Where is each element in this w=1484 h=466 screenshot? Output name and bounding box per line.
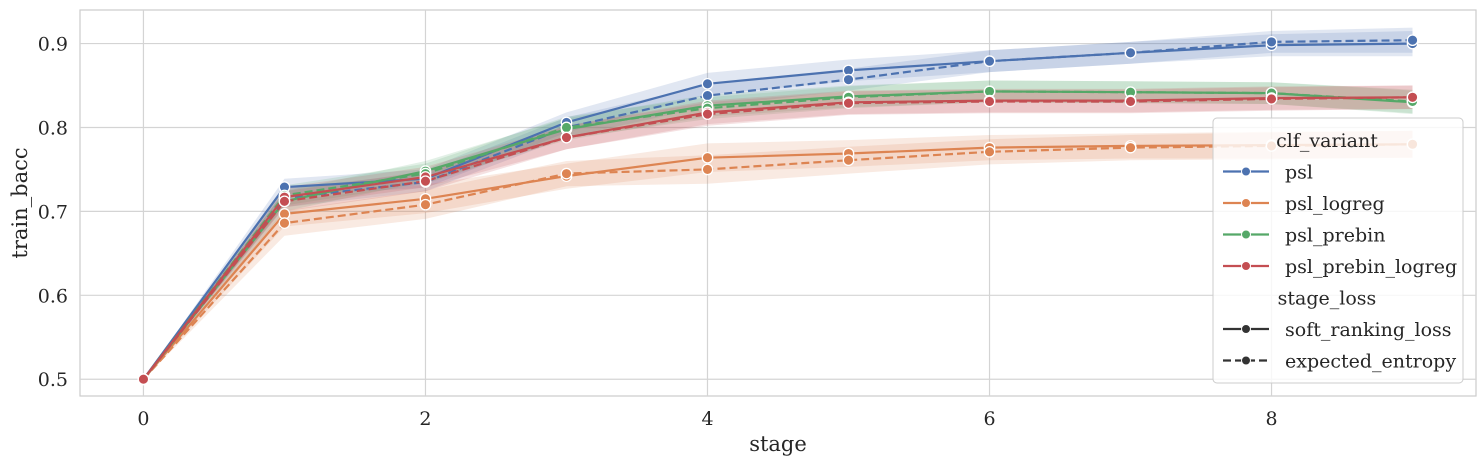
data-point [560,167,573,180]
data-point [983,55,996,68]
data-point [842,97,855,109]
legend-marker [1241,166,1251,177]
y-tick-label: 0.9 [38,34,68,56]
legend-label: psl_prebin [1285,225,1385,247]
legend-title: clf_variant [1276,130,1378,152]
legend-marker [1241,261,1251,271]
confidence-band [143,27,1413,380]
x-tick-label: 4 [701,408,713,430]
data-point [701,89,714,102]
data-point [278,195,291,208]
y-tick-label: 0.5 [38,369,68,391]
y-tick-label: 0.6 [38,285,68,307]
data-point [560,131,573,144]
data-point [983,95,996,108]
data-point [842,154,855,167]
data-point [419,198,432,211]
x-tick-label: 6 [983,408,995,430]
legend-marker [1241,355,1251,366]
legend-marker [1241,229,1251,240]
data-point [1124,46,1137,59]
legend-title: stage_loss [1278,288,1377,310]
legend-box [1212,117,1464,384]
data-point [983,145,996,158]
y-tick-label: 0.7 [38,201,68,223]
data-point [137,373,150,386]
legend-label: psl [1285,162,1313,184]
data-point [701,163,714,176]
data-point [1124,141,1137,154]
legend-label: soft_ranking_loss [1285,319,1452,341]
data-point [1265,36,1278,48]
x-axis-label: stage [749,432,807,456]
data-point [701,151,714,164]
legend-label: expected_entropy [1285,351,1456,373]
confidence-band [143,85,1413,380]
y-tick-label: 0.8 [38,117,68,139]
series-line [142,143,1413,380]
data-point [560,121,573,134]
data-point [842,73,855,86]
x-tick-label: 2 [419,408,431,430]
series-line [142,39,1413,380]
legend-label: psl_logreg [1285,193,1385,215]
tick-labels: 0 2 4 6 8 0.5 0.6 0.7 0.8 0.9 [38,34,1278,430]
data-point [1406,34,1419,47]
series-line [142,143,1413,380]
data-point [701,77,714,90]
data-point [1406,91,1419,104]
x-tick-label: 8 [1265,408,1277,430]
data-point [278,217,291,229]
y-axis-label: train_bacc [8,147,32,258]
series-line [142,90,1413,380]
data-point [1265,93,1278,105]
legend-marker [1241,324,1251,334]
data-point [419,175,432,188]
x-tick-label: 0 [137,408,149,430]
series-line [142,96,1413,380]
data-point [1124,95,1137,108]
legend-label: psl_prebin_logreg [1285,256,1457,278]
confidence-band [143,80,1413,380]
legend-marker [1241,198,1251,208]
confidence-band [143,80,1413,380]
data-point [701,108,714,120]
series-line [142,42,1413,380]
series-lines [142,39,1413,380]
